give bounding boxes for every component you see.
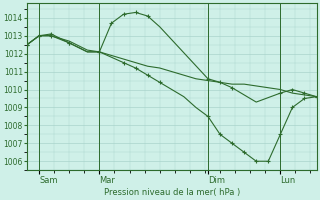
- X-axis label: Pression niveau de la mer( hPa ): Pression niveau de la mer( hPa ): [104, 188, 240, 197]
